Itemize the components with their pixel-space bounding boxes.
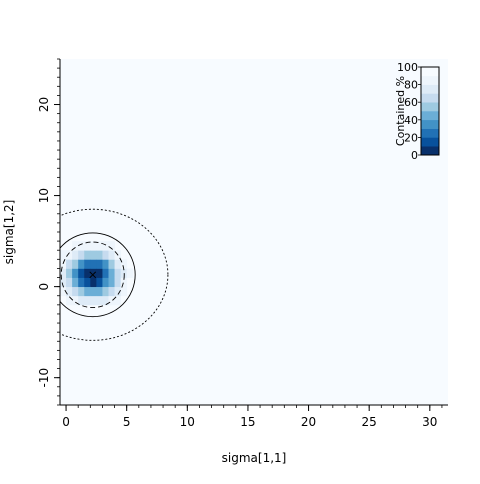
heatmap-cell [78,278,84,288]
y-tick-label: 10 [37,188,51,203]
legend-color-step [421,93,439,102]
heatmap-cell [102,259,108,269]
heatmap-cell [102,287,108,297]
heatmap-cell [90,296,96,306]
y-tick-label: 0 [37,283,51,291]
heatmap-cell [66,259,72,269]
heatmap-cell [84,250,90,260]
heatmap-cell [78,287,84,297]
heatmap-cell [109,259,115,269]
legend-tick-label: 100 [397,61,418,74]
heatmap-cell [72,250,78,260]
heatmap-cell [84,268,90,278]
heatmap-cell [115,259,121,269]
heatmap-cell [115,268,121,278]
heatmap-cell [78,241,84,251]
heatmap-cell [66,268,72,278]
heatmap-cell [72,259,78,269]
heatmap-cell [54,268,60,278]
heatmap-cell [90,278,96,288]
heatmap-cell [66,287,72,297]
heatmap-cell [127,268,133,278]
heatmap-cell [78,250,84,260]
heatmap-cell [84,296,90,306]
heatmap-cell [96,259,102,269]
x-tick-label: 20 [301,415,316,429]
heatmap-cell [109,296,115,306]
x-tick-label: 10 [180,415,195,429]
heatmap-cell [54,278,60,288]
legend-color-step [421,137,439,146]
heatmap-cell [84,287,90,297]
heatmap-cell [109,268,115,278]
legend-color-step [421,102,439,111]
heatmap-cell [121,287,127,297]
heatmap-cell [72,268,78,278]
legend-title: Contained % [394,76,407,146]
heatmap-cell [102,250,108,260]
heatmap-cell [84,278,90,288]
heatmap-cell [109,250,115,260]
y-axis-label: sigma[1,2] [2,200,16,265]
legend-color-step [421,85,439,94]
heatmap-cell [96,278,102,288]
heatmap-cell [115,278,121,288]
x-axis-label: sigma[1,1] [222,451,287,465]
legend-color-step [421,76,439,85]
plot-background [60,59,448,405]
heatmap-cell [102,241,108,251]
heatmap-cell [60,259,66,269]
heatmap-cell [78,268,84,278]
heatmap-cell [78,296,84,306]
legend-color-step [421,67,439,76]
heatmap-cell [109,287,115,297]
x-tick-label: 0 [62,415,70,429]
heatmap-cell [72,278,78,288]
x-tick-label: 25 [362,415,377,429]
y-tick-label: -10 [37,368,51,388]
heatmap-cell [66,278,72,288]
heatmap-cell [90,250,96,260]
legend-color-step [421,146,439,155]
heatmap-cell [96,296,102,306]
x-tick-label: 30 [422,415,437,429]
heatmap-cell [109,278,115,288]
heatmap-cell [66,250,72,260]
legend-color-step [421,129,439,138]
heatmap-cell [60,250,66,260]
heatmap-cell [96,268,102,278]
heatmap-cell [90,287,96,297]
x-tick-label: 5 [123,415,131,429]
legend-color-step [421,120,439,129]
heatmap-cell [90,259,96,269]
legend-color-step [421,111,439,120]
heatmap-cell [72,287,78,297]
heatmap-cell [102,278,108,288]
heatmap-cell [96,250,102,260]
x-tick-label: 15 [240,415,255,429]
heatmap-cell [78,259,84,269]
y-tick-label: 20 [37,97,51,112]
heatmap-cell [84,259,90,269]
heatmap-cell [96,287,102,297]
legend-tick-label: 0 [411,149,418,162]
heatmap-cell [102,268,108,278]
